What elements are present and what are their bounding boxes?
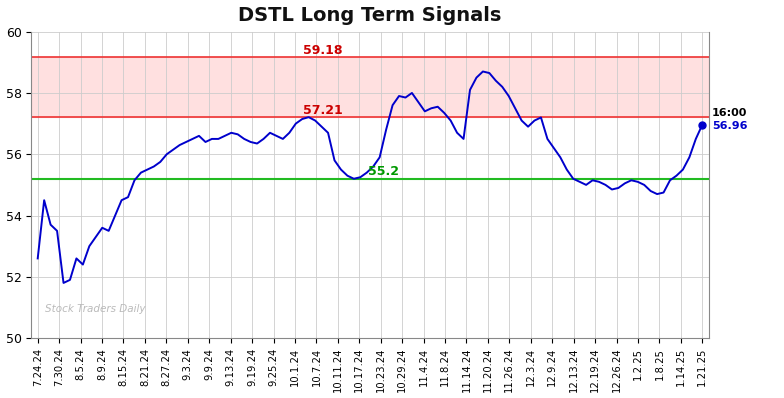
Text: 57.21: 57.21	[303, 104, 343, 117]
Text: 55.2: 55.2	[368, 165, 399, 178]
Bar	[31, 57, 709, 117]
Title: DSTL Long Term Signals: DSTL Long Term Signals	[238, 6, 502, 25]
Text: 56.96: 56.96	[712, 121, 747, 131]
Text: 16:00: 16:00	[712, 108, 747, 118]
Text: 59.18: 59.18	[303, 44, 343, 57]
Text: Stock Traders Daily: Stock Traders Daily	[45, 304, 145, 314]
